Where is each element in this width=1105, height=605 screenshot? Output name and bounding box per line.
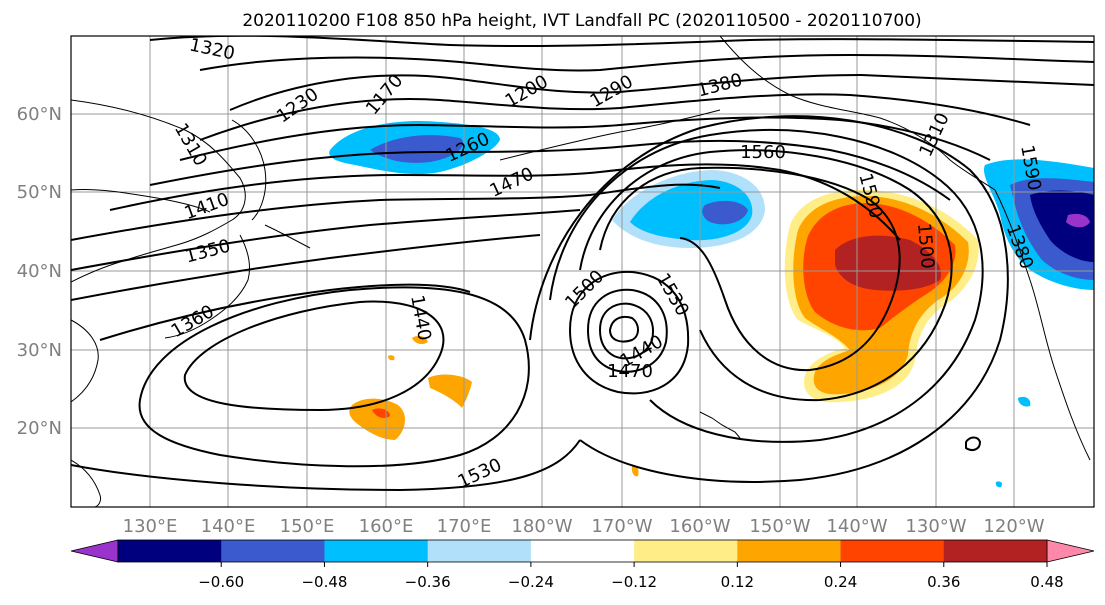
contour-label: 1500 [913, 222, 938, 269]
colorbar-tick-label: −0.36 [405, 573, 451, 591]
lon-label: 160°E [359, 516, 414, 537]
contour-6 [149, 139, 951, 201]
lat-label: 30°N [17, 340, 62, 361]
colorbar-extend-high [1046, 539, 1095, 563]
lon-label: 170°W [591, 516, 652, 537]
contour-4 [199, 93, 1031, 141]
contour-low-2 [598, 302, 654, 360]
contour-label: 1470 [607, 361, 653, 382]
colorbar-segment [943, 540, 1048, 562]
contour-1 [149, 36, 1094, 48]
lon-label: 120°W [983, 516, 1044, 537]
neg-region-central-mid [630, 180, 753, 241]
lon-label: 140°E [201, 516, 256, 537]
colorbar-segment [530, 540, 635, 562]
colorbar-tick-label: 0.36 [927, 573, 960, 591]
contour-11 [99, 283, 471, 341]
map-title: 2020110200 F108 850 hPa height, IVT Land… [242, 11, 921, 31]
coast-taiwan-korea [71, 319, 99, 403]
contour-ridge-4 [529, 115, 1009, 483]
lat-label: 20°N [17, 418, 62, 439]
pos-region-small-3 [388, 355, 395, 361]
contour-small-loop [965, 436, 982, 451]
contour-2 [199, 53, 1094, 72]
colorbar-tick-label: −0.48 [301, 573, 347, 591]
colorbar-segment [221, 540, 325, 562]
lon-label: 130°E [123, 516, 178, 537]
contour-9 [71, 209, 581, 271]
lon-label: 180°W [511, 516, 572, 537]
coast-japan [164, 234, 251, 339]
contour-8 [71, 183, 721, 241]
lon-label: 150°W [749, 516, 810, 537]
coast-hawaii [699, 411, 741, 439]
colorbar-segment [118, 540, 222, 562]
colorbar-tick-label: 0.48 [1030, 573, 1063, 591]
pos-region-subtropic-west [349, 398, 406, 440]
colorbar-tick-label: 0.12 [721, 573, 754, 591]
colorbar-tick-label: 0.24 [824, 573, 857, 591]
colorbar-segment [427, 540, 532, 562]
coast-asia-east [71, 188, 211, 213]
colorbar-extend-low [70, 539, 119, 563]
lat-label: 50°N [17, 182, 62, 203]
lon-label: 160°W [669, 516, 730, 537]
neg-region-nw-america-core [1030, 190, 1094, 262]
lat-label: 60°N [17, 104, 62, 125]
longitude-labels: 130°E 140°E 150°E 160°E 170°E 180°W 170°W 160°W… [123, 516, 1045, 537]
pos-region-small-2 [631, 465, 639, 477]
pos-region-subtropic-mid [428, 374, 472, 408]
lon-label: 150°E [280, 516, 335, 537]
neg-region-small-2 [995, 481, 1003, 488]
lat-label: 40°N [17, 261, 62, 282]
coast-kuril [264, 224, 311, 249]
lon-label: 170°E [437, 516, 492, 537]
contour-ridge-3 [549, 129, 984, 443]
coast-kamchatka [231, 119, 267, 221]
colorbar-segment [324, 540, 429, 562]
contour-ridge-2 [579, 149, 953, 402]
contour-high-inner [183, 300, 445, 412]
colorbar-segment [737, 540, 842, 562]
contour-ridge-1 [599, 166, 901, 372]
pos-region-gulf-core [835, 235, 941, 291]
colorbar-segment [840, 540, 945, 562]
contour-low-3 [586, 288, 668, 373]
contour-high-outer [138, 286, 530, 468]
contour-label: 1560 [740, 142, 786, 163]
lon-label: 140°W [826, 516, 887, 537]
colorbar-tick-label: −0.24 [508, 573, 554, 591]
height-contours [71, 36, 1094, 492]
contour-low-4 [568, 270, 690, 395]
colorbar-tick-label: −0.60 [198, 573, 244, 591]
contour-10 [71, 234, 541, 301]
map-frame [70, 35, 1095, 508]
colorbar-tick-label: −0.12 [611, 573, 657, 591]
pos-region-small-1 [412, 335, 428, 345]
graticule [71, 36, 1094, 507]
neg-region-bering-core [370, 135, 464, 163]
contour-3 [229, 73, 1094, 111]
contour-1530-south [71, 439, 581, 492]
latitude-labels: 60°N 50°N 40°N 30°N 20°N [17, 104, 62, 439]
colorbar-frame [117, 539, 1048, 563]
neg-region-nw-america-peak [1066, 213, 1090, 228]
ivt-shading [329, 120, 1094, 488]
colorbar-segment [634, 540, 738, 562]
neg-region-small-1 [1018, 396, 1031, 407]
coast-n-america [994, 189, 1091, 461]
colorbar: −0.60 −0.48 −0.36 −0.24 −0.12 0.12 0.24 0.36 0.4… [70, 539, 1095, 591]
neg-region-central-core [702, 200, 748, 225]
lon-label: 130°W [905, 516, 966, 537]
contour-low-1 [608, 315, 639, 343]
